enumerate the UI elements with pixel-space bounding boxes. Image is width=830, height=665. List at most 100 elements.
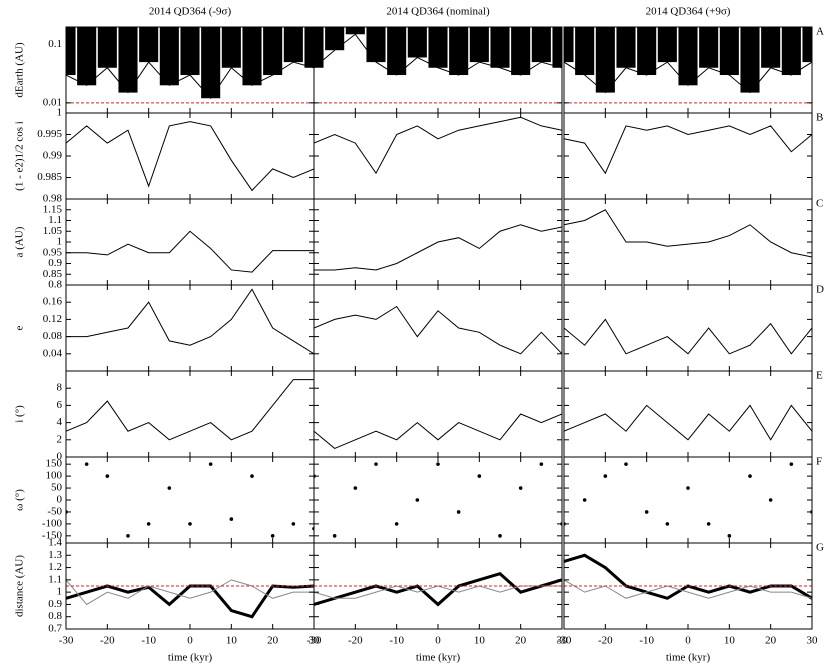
series-line <box>564 318 812 355</box>
spike <box>180 27 200 76</box>
y-tick-label: 0.9 <box>48 598 62 610</box>
y-tick-label: -50 <box>47 505 62 517</box>
spike <box>77 27 97 86</box>
spike <box>366 27 386 63</box>
y-tick-label: 0 <box>57 451 63 463</box>
spike <box>118 27 138 93</box>
plot <box>314 462 562 538</box>
y-axis-label: a (AU) <box>14 226 26 257</box>
y-tick-label: 0.98 <box>43 193 63 205</box>
column-title: 2014 QD364 (-9σ) <box>149 6 232 18</box>
y-tick-label: 0.995 <box>37 128 62 140</box>
panel-frame <box>313 112 563 200</box>
series-line <box>314 116 562 175</box>
series-line <box>66 121 314 192</box>
y-tick-label: 8 <box>57 382 63 394</box>
spike <box>469 27 489 63</box>
point <box>518 486 523 490</box>
plot <box>66 462 314 538</box>
spike <box>740 27 760 93</box>
spike <box>221 27 241 68</box>
point <box>105 474 110 478</box>
x-tick-label: 10 <box>474 635 486 647</box>
plot <box>564 125 812 175</box>
panel-frame <box>65 112 315 200</box>
y-axis-label: ω (°) <box>14 489 26 511</box>
y-tick-label: 0.8 <box>48 279 62 291</box>
plot <box>314 572 562 607</box>
x-tick-label: -10 <box>639 635 654 647</box>
y-tick-label: 0.12 <box>43 313 62 325</box>
spike <box>552 27 562 68</box>
panel-frame <box>313 370 563 458</box>
spike <box>678 27 698 86</box>
column-title: 2014 QD364 (nominal) <box>386 6 490 18</box>
panel-letter: G <box>816 542 824 554</box>
y-tick-label: 1.15 <box>43 203 63 215</box>
series-line <box>314 33 562 76</box>
y-tick-label: 0.1 <box>48 38 62 50</box>
spike <box>387 27 407 76</box>
y-tick-label: 100 <box>46 470 63 482</box>
y-tick-label: 0.01 <box>43 96 62 108</box>
series-line <box>314 224 562 271</box>
panel-frame <box>563 456 813 544</box>
x-tick-label: -30 <box>557 635 572 647</box>
series-line <box>564 209 812 258</box>
x-tick-label: -30 <box>307 635 322 647</box>
panel-letter: E <box>816 370 823 382</box>
x-tick-label: 30 <box>557 635 569 647</box>
y-tick-label: 0.85 <box>43 268 63 280</box>
point <box>291 522 296 526</box>
point <box>353 486 358 490</box>
panel-letter: C <box>816 198 823 210</box>
spike <box>781 27 801 76</box>
panel-letter: A <box>816 26 824 38</box>
spike <box>407 27 427 58</box>
point <box>582 498 587 502</box>
x-tick-label: 10 <box>226 635 238 647</box>
point <box>270 534 275 538</box>
y-tick-label: 6 <box>57 399 63 411</box>
series-line <box>564 404 812 441</box>
point <box>394 522 399 526</box>
plot <box>564 462 812 538</box>
x-tick-label: -20 <box>100 635 115 647</box>
plot <box>66 379 314 441</box>
spike <box>699 27 719 68</box>
spike <box>304 27 314 68</box>
plot <box>564 27 812 104</box>
y-tick-label: 1 <box>57 107 63 119</box>
spike <box>616 27 636 68</box>
series-line <box>314 305 562 355</box>
point <box>789 462 794 466</box>
point <box>748 474 752 478</box>
y-tick-label: -100 <box>42 517 63 529</box>
plot <box>314 224 562 271</box>
spike <box>283 27 303 63</box>
x-tick-label: -20 <box>348 635 363 647</box>
spike <box>325 27 345 51</box>
x-axis-label: time (kyr) <box>416 652 461 664</box>
spike <box>314 27 324 68</box>
spike <box>66 27 76 76</box>
point <box>603 474 608 478</box>
point <box>146 522 151 526</box>
spike <box>159 27 179 86</box>
series-line <box>66 584 314 619</box>
point <box>477 474 482 478</box>
y-tick-label: 0.04 <box>43 347 63 359</box>
point <box>624 462 628 466</box>
spike <box>201 27 221 99</box>
plot <box>564 404 812 441</box>
panel-frame <box>563 542 813 630</box>
column-title: 2014 QD364 (+9σ) <box>646 6 731 18</box>
plot <box>564 209 812 258</box>
x-tick-label: 20 <box>267 635 279 647</box>
spike <box>242 27 262 86</box>
panel-frame <box>65 198 315 286</box>
point <box>706 522 711 526</box>
series-line <box>66 288 314 355</box>
spike <box>719 27 739 76</box>
